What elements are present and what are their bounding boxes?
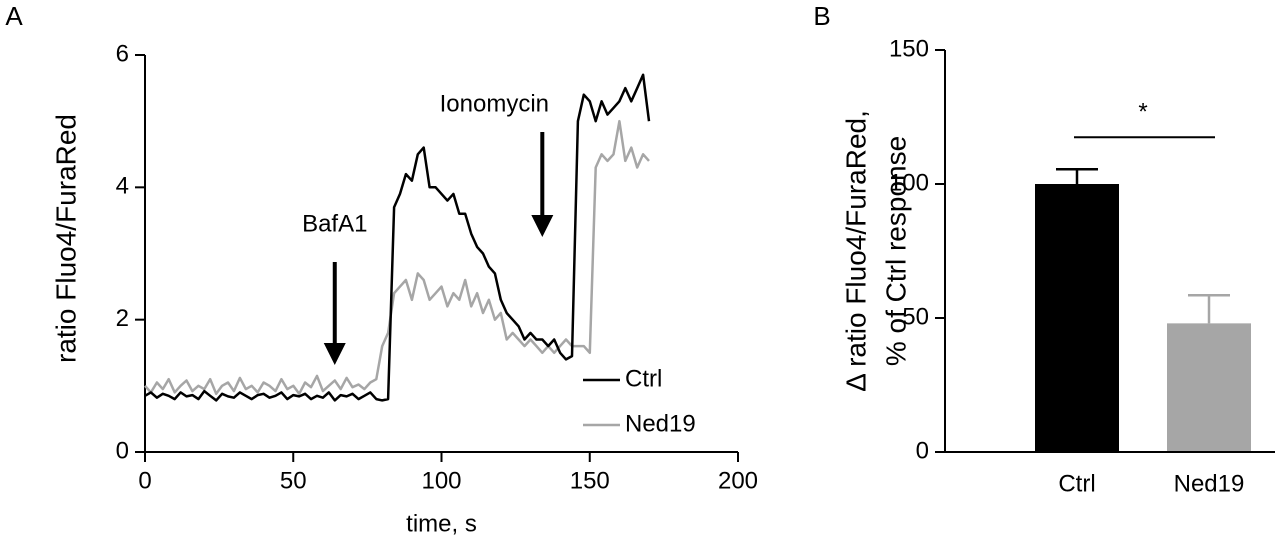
y-axis-label: ratio Fluo4/FuraRed (50, 114, 81, 363)
x-tick-label: 50 (280, 467, 307, 494)
y-axis-label: Δ ratio Fluo4/FuraRed, (840, 110, 871, 392)
legend-label: Ctrl (625, 365, 662, 392)
annotation-label: Ionomycin (440, 90, 549, 117)
y-tick-label: 4 (116, 173, 129, 200)
y-tick-label: 2 (116, 305, 129, 332)
x-tick-label: 0 (138, 467, 151, 494)
y-tick-label: 6 (116, 40, 129, 67)
y-axis-label: % of Ctrl response (880, 136, 911, 366)
panel-label: A (5, 1, 23, 31)
x-tick-label: 150 (570, 467, 610, 494)
y-tick-label: 100 (889, 169, 929, 196)
y-tick-label: 0 (116, 437, 129, 464)
x-axis-label: time, s (406, 510, 477, 537)
y-tick-label: 150 (889, 35, 929, 62)
annotation-arrowhead (323, 343, 346, 365)
x-tick-label: Ctrl (1058, 470, 1095, 497)
x-tick-label: 100 (421, 467, 461, 494)
series-line (144, 119, 650, 396)
annotation-arrowhead (531, 215, 554, 237)
y-tick-label: 0 (916, 437, 929, 464)
bar (1167, 323, 1251, 452)
bar (1035, 184, 1119, 452)
series-line (144, 73, 651, 402)
x-tick-label: Ned19 (1174, 470, 1245, 497)
x-tick-label: 200 (718, 467, 758, 494)
annotation-label: BafA1 (302, 210, 367, 237)
significance-label: * (1138, 99, 1147, 126)
legend-label: Ned19 (625, 410, 696, 437)
panel-label: B (813, 1, 830, 31)
y-tick-label: 50 (902, 303, 929, 330)
